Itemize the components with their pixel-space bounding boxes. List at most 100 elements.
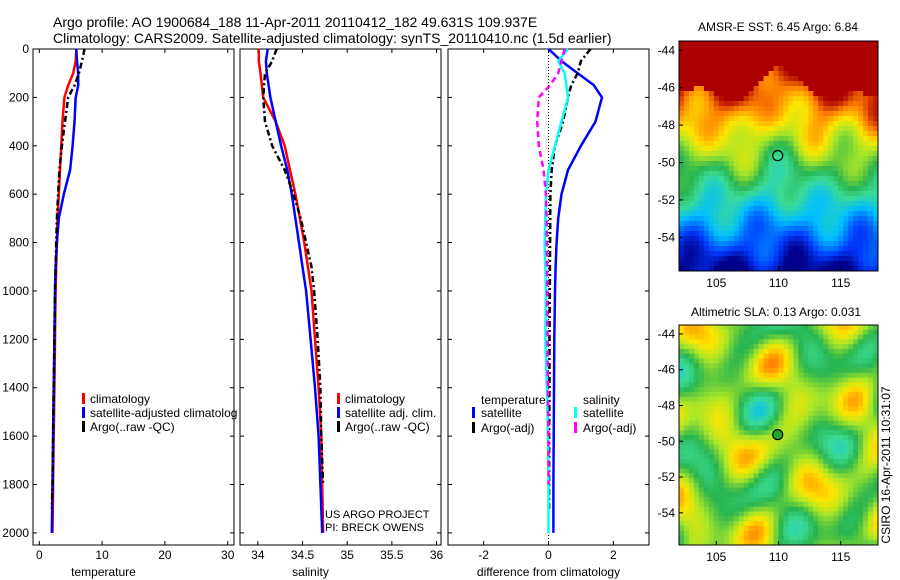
map-cell [803,468,809,474]
map-cell [778,181,785,187]
map-cell [798,136,804,142]
map-cell [738,76,745,82]
map-cell [813,530,819,537]
map-cell [833,166,839,172]
map-cell [713,241,720,247]
map-cell [778,186,785,192]
map-cell [868,266,874,271]
map-cell [773,473,780,479]
map-cell [868,401,874,407]
map-cell [708,191,715,197]
map-cell [788,56,795,62]
map-cell [713,391,720,398]
map-cell [783,454,790,460]
map-cell [868,261,874,267]
map-cell [823,501,829,508]
map-cell [783,411,790,417]
map-cell [853,41,859,47]
map-cell [723,66,730,72]
map-cell [783,131,790,137]
map-cell [818,226,824,232]
map-cell [778,478,785,484]
map-cell [858,406,864,412]
map-cell [808,216,814,222]
map-cell [763,176,770,182]
map-cell [728,325,735,331]
map-cell [843,136,849,142]
map-cell [873,136,878,142]
map-cell [728,358,735,364]
map-cell [768,161,775,167]
map-cell [679,131,685,137]
map-cell [793,387,799,393]
map-cell [833,246,839,252]
map-cell [798,463,804,470]
map-cell [873,141,878,147]
map-cell [713,201,720,207]
map-cell [683,358,690,364]
map-cell [688,186,695,192]
map-cell [703,516,710,522]
map-cell [683,535,690,541]
map-cell [793,226,799,232]
map-cell [828,506,834,513]
map-cell [713,56,720,62]
map-cell [813,231,819,237]
map-cell [688,473,695,479]
map-cell [818,415,824,422]
map-cell [778,81,785,87]
map-cell [853,181,859,187]
map-cell [778,71,785,77]
map-cell [688,236,695,242]
map-cell [838,131,844,137]
map-cell [843,251,849,257]
map-cell [703,506,710,513]
map-cell [748,156,755,162]
map-cell [753,71,760,77]
map-cell [713,468,720,474]
map-cell [718,101,725,107]
map-cell [738,136,745,142]
map-cell [783,339,790,345]
map-cell [713,487,720,493]
map-cell [838,506,844,513]
map-cell [713,382,720,388]
map-cell [768,206,775,212]
map-cell [743,482,750,489]
y-tick-label: 1600 [2,429,29,443]
map-cell [753,473,760,479]
map-cell [773,256,780,262]
map-cell [843,221,849,227]
map-cell [748,406,755,412]
map-cell [783,186,790,192]
map-cell [693,241,700,247]
map-cell [873,420,878,427]
map-cell [858,186,864,192]
map-cell [748,261,755,267]
map-cell [853,540,859,545]
map-cell [853,329,859,336]
map-cell [873,91,878,97]
map-cell [783,156,790,162]
map-cell [753,156,760,162]
map-cell [738,161,745,167]
map-cell [723,449,730,455]
map-cell [733,111,740,117]
map-cell [833,241,839,247]
map-cell [863,511,869,517]
legend-label: Argo(-adj) [583,421,636,435]
map-cell [698,363,705,369]
map-cell [773,206,780,212]
map-cell [813,492,819,498]
map-cell [818,511,824,517]
map-cell [773,196,780,202]
map-cell [868,96,874,102]
map-cell [853,91,859,97]
map-cell [823,358,829,364]
map-cell [848,463,854,470]
map-cell [698,454,705,460]
map-cell [713,171,720,177]
map-cell [803,535,809,541]
map-cell [803,221,809,227]
